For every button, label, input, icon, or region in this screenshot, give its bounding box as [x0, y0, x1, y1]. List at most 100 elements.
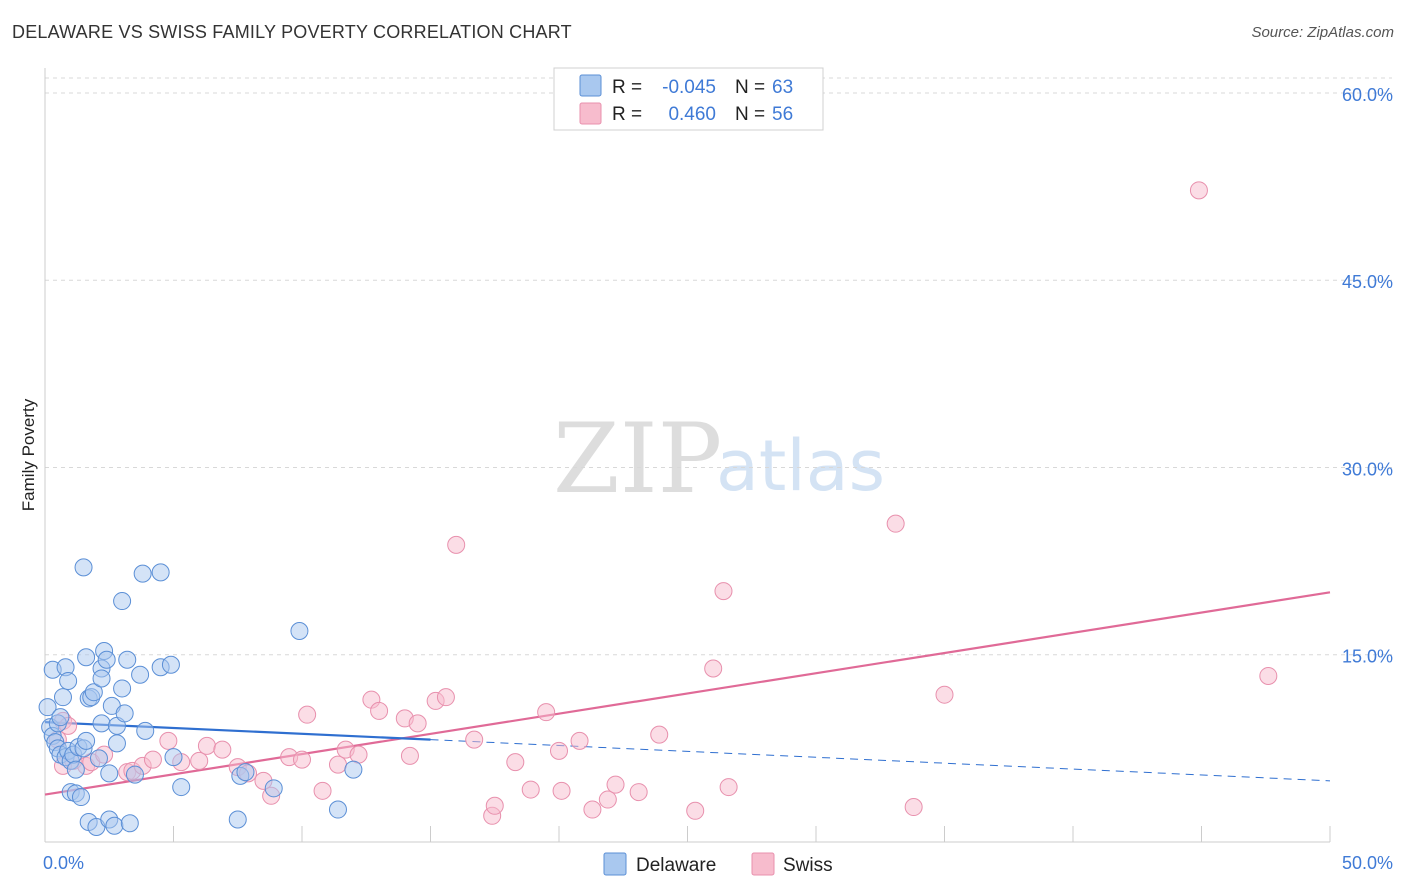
delaware-point: [236, 763, 255, 782]
swiss-point: [598, 790, 617, 809]
swiss-point: [570, 731, 589, 750]
source-label: Source: ZipAtlas.com: [1251, 24, 1394, 41]
swiss-point: [370, 701, 389, 720]
swiss-point: [537, 703, 556, 722]
bottom-legend-label-swiss: Swiss: [783, 855, 833, 876]
legend-swatch-delaware: [579, 74, 602, 97]
legend-box: R = -0.045 N = 63 R = 0.460 N = 56: [553, 67, 824, 131]
delaware-point: [118, 650, 137, 669]
delaware-point: [77, 731, 96, 750]
swiss-point: [606, 775, 625, 794]
swiss-point: [629, 783, 648, 802]
swiss-point: [714, 582, 733, 601]
delaware-point: [264, 779, 283, 798]
delaware-point: [113, 592, 132, 611]
bottom-legend-swatch-swiss: [751, 852, 775, 876]
delaware-point: [92, 669, 111, 688]
delaware-trend-line-extension: [430, 739, 1331, 782]
delaware-point: [164, 748, 183, 767]
delaware-point: [290, 622, 309, 641]
delaware-point: [53, 688, 72, 707]
delaware-point: [89, 749, 108, 768]
swiss-point: [313, 781, 332, 800]
delaware-point: [38, 698, 57, 717]
swiss-point: [904, 798, 923, 817]
swiss-point: [583, 800, 602, 819]
watermark-zip: ZIP: [553, 403, 722, 515]
delaware-point: [66, 760, 85, 779]
delaware-point: [74, 558, 93, 577]
swiss-point: [213, 740, 232, 759]
delaware-point: [172, 778, 191, 797]
swiss-point: [436, 688, 455, 707]
delaware-point: [228, 810, 247, 829]
swiss-point: [1259, 666, 1278, 685]
watermark-atlas: atlas: [716, 425, 885, 507]
chart-title: DELAWARE VS SWISS FAMILY POVERTY CORRELA…: [12, 22, 572, 42]
legend-swatch-swiss: [579, 102, 602, 125]
delaware-point: [136, 721, 155, 740]
y-axis-title: Family Poverty: [19, 398, 38, 511]
tick-labels: 15.0% 30.0% 45.0% 60.0% 0.0% 50.0%: [43, 85, 1393, 873]
delaware-point: [84, 683, 103, 702]
legend-r-value-delaware: -0.045: [662, 77, 716, 98]
delaware-point: [115, 704, 134, 723]
delaware-point: [120, 814, 139, 833]
swiss-point: [465, 730, 484, 749]
delaware-point: [97, 650, 116, 669]
swiss-point: [447, 535, 466, 554]
delaware-point: [59, 671, 78, 690]
swiss-point: [408, 714, 427, 733]
y-tick-label: 15.0%: [1342, 647, 1393, 667]
delaware-point: [71, 788, 90, 807]
swiss-point: [485, 796, 504, 815]
legend-n-value-swiss: 56: [772, 104, 793, 125]
delaware-point: [133, 564, 152, 583]
legend-n-value-delaware: 63: [772, 77, 793, 98]
delaware-points: [38, 558, 363, 837]
swiss-point: [190, 751, 209, 770]
swiss-point: [886, 514, 905, 533]
y-tick-label: 60.0%: [1342, 85, 1393, 105]
swiss-point: [550, 741, 568, 760]
legend-r-label-delaware: R =: [612, 77, 642, 98]
swiss-point: [159, 731, 178, 750]
swiss-trend-line: [44, 591, 1331, 796]
y-tick-label: 30.0%: [1342, 459, 1393, 479]
delaware-point: [51, 708, 70, 727]
swiss-point: [506, 753, 525, 772]
swiss-point: [328, 755, 347, 774]
swiss-point: [1189, 181, 1208, 200]
gridlines: [45, 77, 1392, 656]
swiss-point: [935, 685, 954, 704]
delaware-point: [100, 764, 119, 783]
swiss-point: [293, 750, 311, 769]
legend-r-value-swiss: 0.460: [668, 104, 716, 125]
swiss-point: [552, 781, 571, 800]
bottom-legend-swatch-delaware: [603, 852, 627, 876]
delaware-point: [113, 679, 132, 698]
legend-n-label-swiss: N =: [735, 104, 765, 125]
delaware-point: [107, 734, 126, 753]
delaware-point: [344, 760, 363, 779]
x-tick-label-max: 50.0%: [1342, 853, 1393, 873]
swiss-point: [650, 725, 669, 744]
delaware-point: [125, 765, 144, 784]
x-tick-label-min: 0.0%: [43, 853, 84, 873]
legend-n-label-delaware: N =: [735, 77, 765, 98]
y-tick-label: 45.0%: [1342, 272, 1393, 292]
legend-r-label-swiss: R =: [612, 104, 642, 125]
delaware-point: [77, 648, 96, 667]
swiss-point: [197, 736, 216, 755]
delaware-point: [92, 714, 111, 733]
delaware-point: [131, 665, 150, 684]
swiss-point: [298, 705, 317, 724]
swiss-point: [143, 750, 162, 769]
swiss-point: [686, 801, 705, 820]
swiss-point: [400, 746, 419, 765]
delaware-point: [161, 655, 180, 674]
swiss-point: [521, 780, 540, 799]
swiss-point: [349, 745, 368, 764]
swiss-point: [719, 778, 738, 797]
